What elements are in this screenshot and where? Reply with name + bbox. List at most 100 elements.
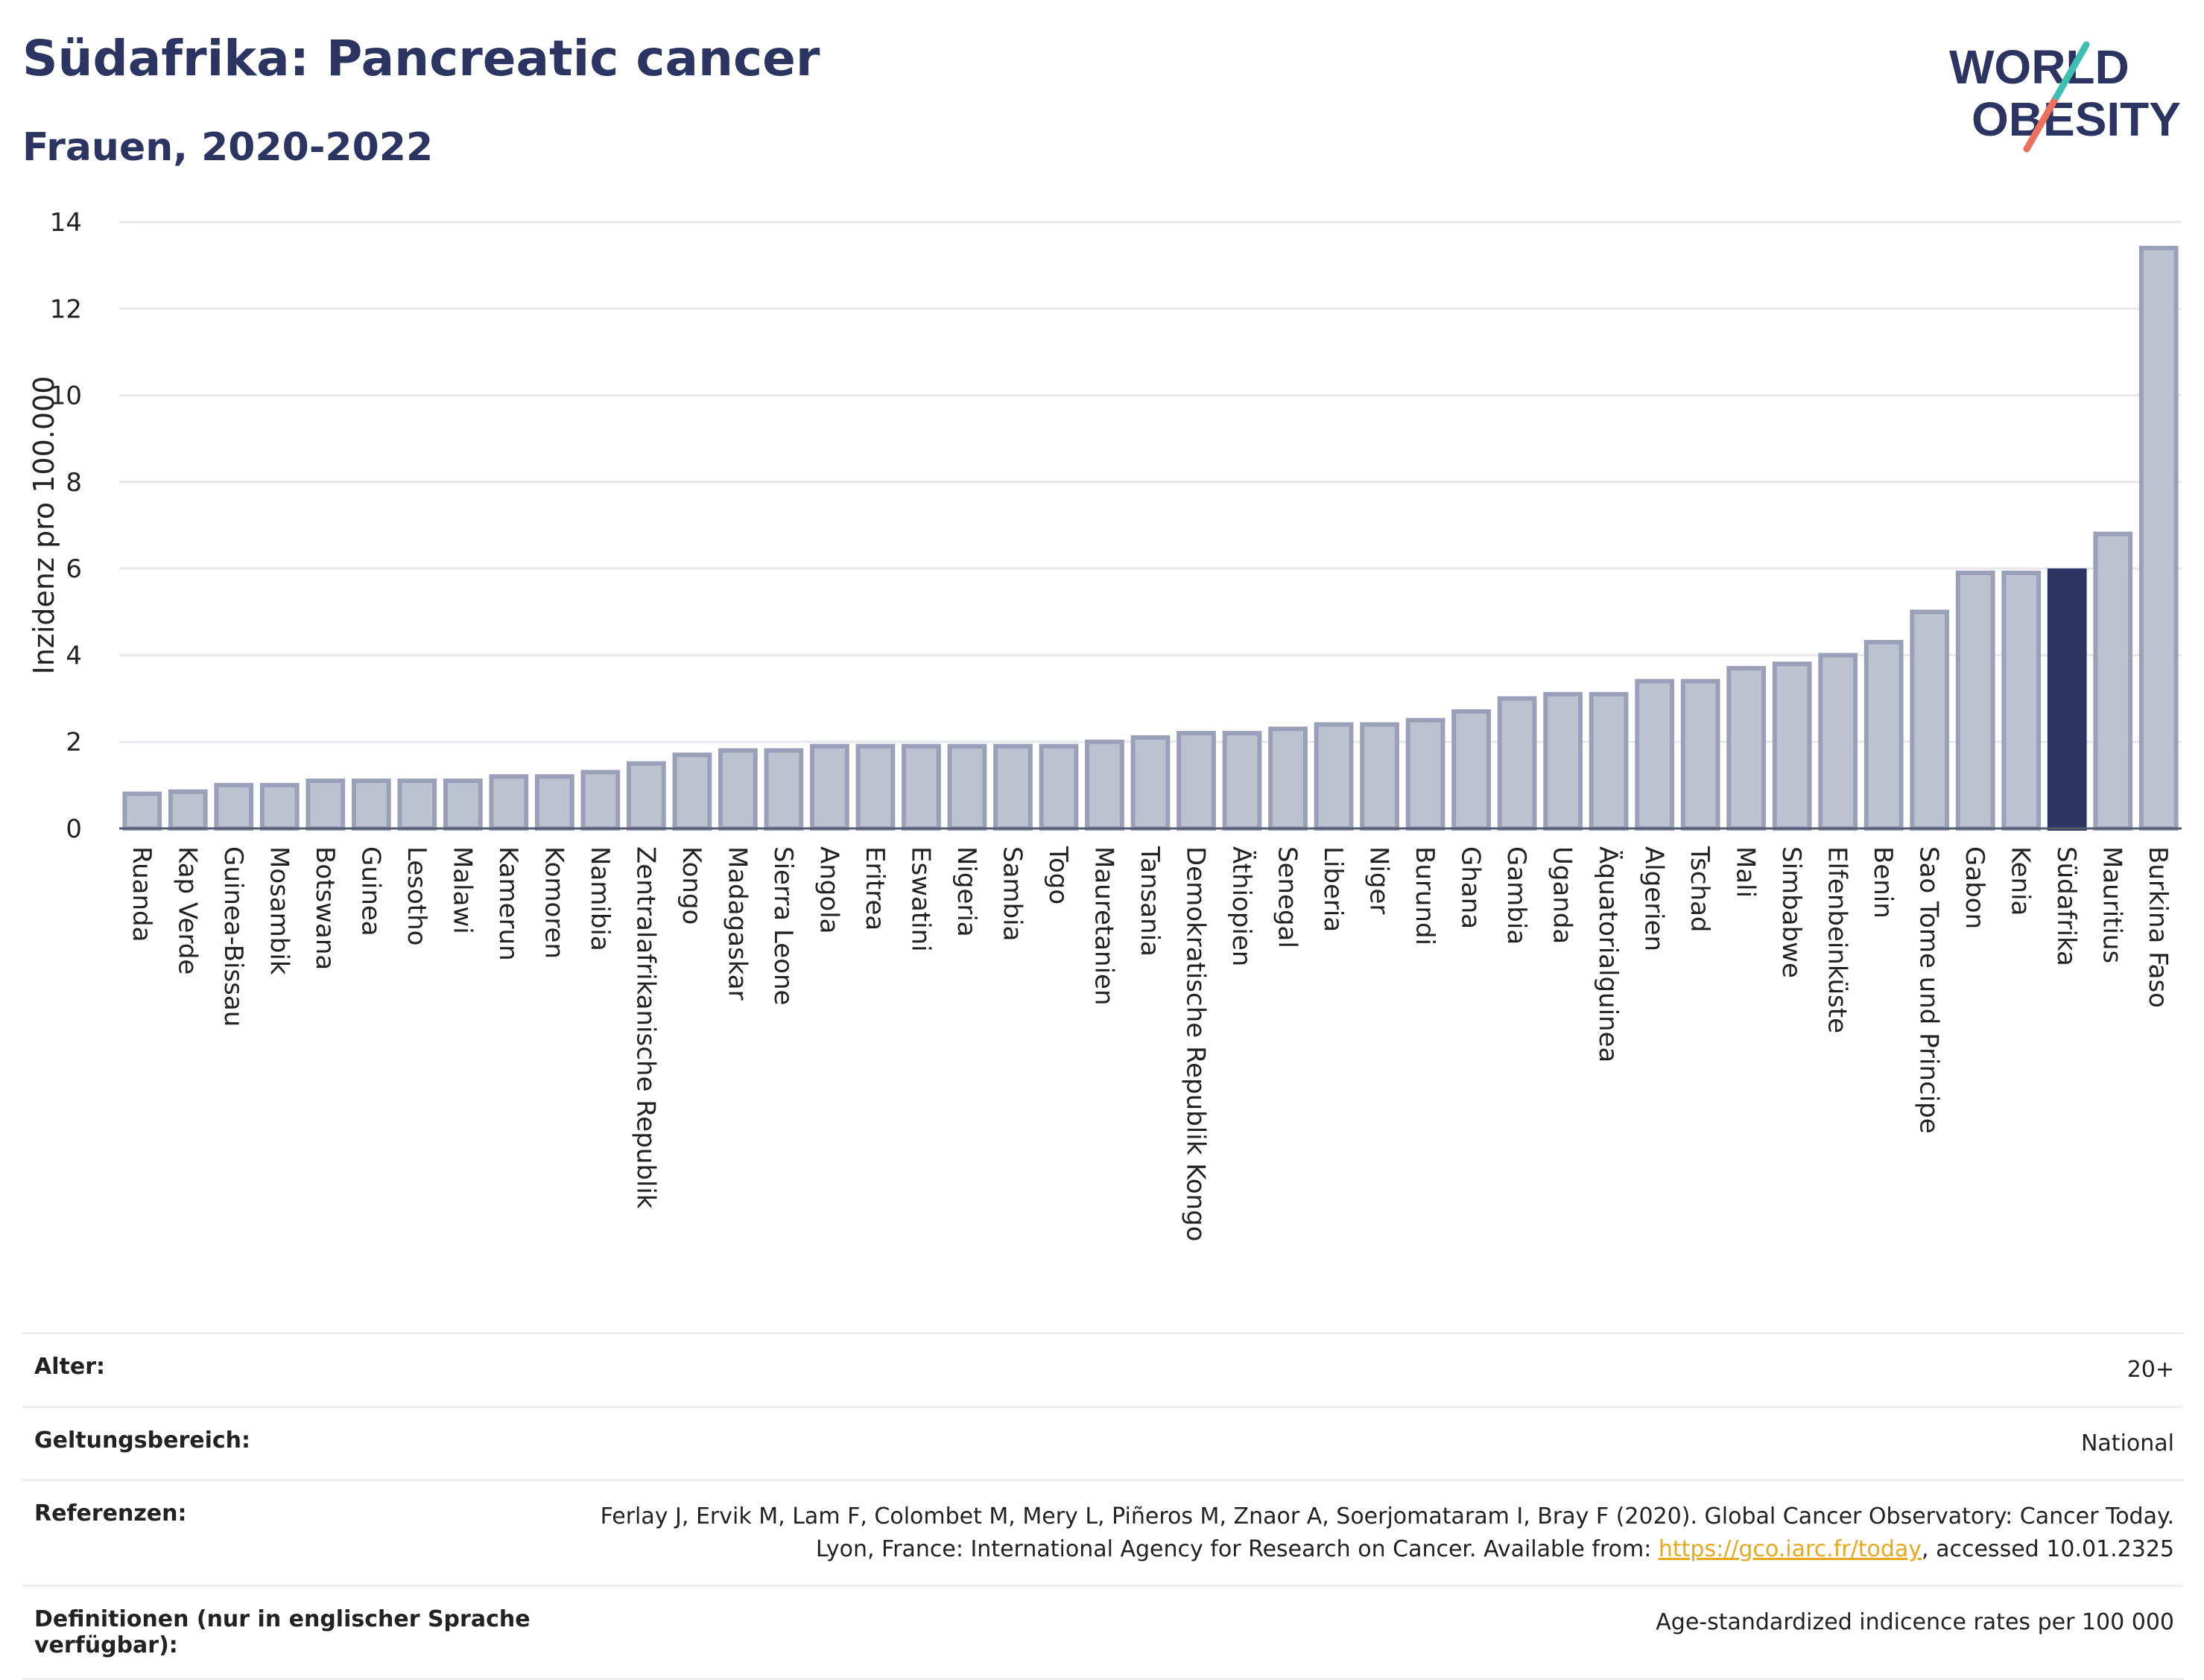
meta-row-definitions: Definitionen (nur in englischer Sprache … xyxy=(22,1585,2183,1680)
x-tick-label: Guinea-Bissau xyxy=(218,846,248,1027)
bar xyxy=(397,779,437,831)
x-tick-label: Kap Verde xyxy=(172,846,202,974)
x-tick-label: Mauritius xyxy=(2097,846,2127,963)
x-tick-label: Sierra Leone xyxy=(768,846,798,1005)
meta-row-references: Referenzen: Ferlay J, Ervik M, Lam F, Co… xyxy=(22,1479,2183,1585)
x-tick-label: Ruanda xyxy=(127,846,156,942)
meta-row-scope: Geltungsbereich: National xyxy=(22,1405,2183,1480)
x-tick-label: Gabon xyxy=(1960,846,1989,929)
x-tick-label: Malawi xyxy=(447,846,477,934)
bar xyxy=(1451,709,1491,831)
bar xyxy=(1314,722,1354,831)
meta-value: National xyxy=(2080,1430,2174,1456)
meta-row-age: Alter: 20+ xyxy=(22,1332,2183,1406)
x-tick-label: Kamerun xyxy=(493,846,523,961)
x-tick-label: Madagaskar xyxy=(722,846,752,1001)
x-tick-label: Nigeria xyxy=(951,846,981,937)
bar xyxy=(902,744,941,831)
page-title: Südafrika: Pancreatic cancer xyxy=(22,30,820,87)
meta-key: Referenzen: xyxy=(34,1500,187,1527)
y-tick-label: 12 xyxy=(50,294,82,324)
x-tick-label: Südafrika xyxy=(2051,846,2081,966)
x-tick-label: Sambia xyxy=(997,846,1027,941)
x-tick-label: Komoren xyxy=(539,846,569,959)
bar xyxy=(2093,531,2133,831)
page-subtitle: Frauen, 2020-2022 xyxy=(22,125,434,170)
x-tick-label: Benin xyxy=(1868,846,1898,919)
reference-link[interactable]: https://gco.iarc.fr/today xyxy=(1658,1535,1922,1562)
bar xyxy=(1177,731,1216,831)
y-tick-label: 2 xyxy=(66,728,82,758)
bar xyxy=(947,744,987,831)
y-tick-label: 0 xyxy=(66,814,82,844)
bar xyxy=(718,748,758,831)
x-tick-label: Mauretanien xyxy=(1089,846,1118,1006)
x-tick-label: Algerien xyxy=(1639,846,1669,951)
y-tick-label: 8 xyxy=(66,468,82,498)
bar xyxy=(534,774,574,831)
bar xyxy=(1955,570,1995,831)
bar xyxy=(1222,731,1262,831)
bar xyxy=(489,774,529,831)
x-tick-label: Demokratische Republik Kongo xyxy=(1181,846,1211,1241)
bar xyxy=(1360,722,1399,831)
x-tick-label: Botswana xyxy=(310,846,340,970)
x-tick-label: Togo xyxy=(1043,846,1073,904)
reference-text: Ferlay J, Ervik M, Lam F, Colombet M, Me… xyxy=(600,1503,2174,1562)
x-tick-label: Eritrea xyxy=(860,846,890,931)
bar xyxy=(1910,609,1950,831)
bar xyxy=(1039,744,1079,831)
x-tick-label: Mosambik xyxy=(264,846,294,975)
metadata-table: Alter: 20+ Geltungsbereich: National Ref… xyxy=(22,1332,2183,1680)
x-tick-label: Lesotho xyxy=(402,846,431,945)
x-tick-label: Ghana xyxy=(1456,846,1486,929)
x-tick-label: Tschad xyxy=(1685,846,1714,933)
x-tick-label: Burkina Faso xyxy=(2143,846,2173,1008)
bar xyxy=(305,779,346,831)
logo-line1: WORLD xyxy=(1949,40,2129,94)
x-tick-label: Eswatini xyxy=(905,846,935,952)
bar xyxy=(1543,691,1583,831)
bar xyxy=(810,744,849,831)
x-tick-label: Namibia xyxy=(585,846,615,951)
bar xyxy=(627,761,666,831)
x-tick-label: Tansania xyxy=(1135,846,1165,957)
bar xyxy=(1268,726,1308,831)
bar xyxy=(259,782,300,831)
meta-value: Age-standardized indicence rates per 100… xyxy=(1656,1609,2174,1635)
bar xyxy=(993,744,1033,831)
y-tick-label: 10 xyxy=(50,381,82,411)
bar xyxy=(1863,639,1904,831)
bar xyxy=(580,770,621,831)
x-tick-label: Zentralafrikanische Republik xyxy=(630,846,660,1209)
x-tick-label: Äthiopien xyxy=(1226,846,1256,966)
world-obesity-logo: WORLD OBESITY xyxy=(1949,40,2181,153)
bar xyxy=(1772,662,1812,831)
x-tick-label: Sao Tome und Principe xyxy=(1914,846,1944,1134)
x-tick-label: Kenia xyxy=(2006,846,2036,916)
bar xyxy=(1726,665,1767,831)
bar xyxy=(764,748,804,831)
bar xyxy=(168,789,208,831)
meta-key: Alter: xyxy=(34,1354,105,1380)
x-tick-label: Senegal xyxy=(1273,846,1302,948)
logo-line2: OBESITY xyxy=(1972,92,2181,146)
bar xyxy=(122,791,162,831)
x-tick-label: Niger xyxy=(1364,846,1394,914)
x-tick-label: Simbabwe xyxy=(1776,846,1806,978)
x-tick-label: Angola xyxy=(814,846,843,933)
bar xyxy=(1680,679,1720,831)
bar xyxy=(2001,570,2042,831)
y-tick-label: 6 xyxy=(66,554,82,584)
bar xyxy=(214,782,254,831)
meta-value: 20+ xyxy=(2127,1357,2174,1383)
bar xyxy=(1085,739,1124,831)
bar xyxy=(1589,691,1629,831)
x-tick-label: Elfenbeinküste xyxy=(1823,846,1852,1033)
bar xyxy=(351,779,391,831)
x-tick-label: Mali xyxy=(1731,846,1761,898)
bar-chart: 0 2 4 6 8 10 12 14 Inzidenz pro 100.000 Ruanda Kap… xyxy=(28,208,2182,1241)
bar xyxy=(2047,568,2087,831)
bar xyxy=(1635,679,1674,831)
x-tick-label: Guinea xyxy=(355,846,385,936)
